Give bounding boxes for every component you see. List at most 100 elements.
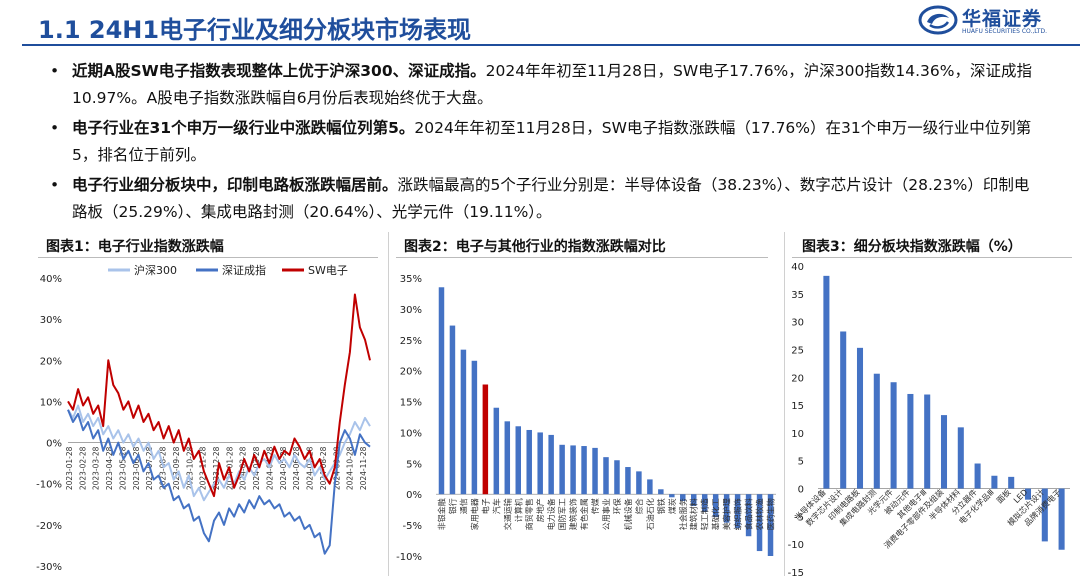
x-tick-label: 2023-04-28 [105,446,114,490]
bullet-bold: 近期A股SW电子指数表现整体上优于沪深300、深证成指。 [72,62,486,80]
x-tick-label: 2024-02-28 [239,446,248,490]
series-line [67,404,371,502]
bar [907,393,914,489]
y-tick-label: 25% [400,336,422,347]
bar [957,427,964,489]
y-tick-label: -10% [36,480,62,491]
x-tick-label: 有色金属 [579,498,589,530]
x-tick-label: 计算机 [513,498,523,522]
bar [712,494,719,518]
x-tick-label: 2023-09-28 [172,446,181,490]
x-tick-label: 医药生物 [766,498,776,530]
x-tick-label: 美容护理 [722,498,732,530]
x-tick-label: 2024-06-28 [292,446,301,490]
bar [625,467,631,495]
bar [482,384,489,495]
bar [701,494,708,512]
x-tick-label: 2024-11-28 [359,446,368,490]
x-tick-label: 社会服务 [678,498,688,530]
x-tick-label: 2024-10-28 [346,446,355,490]
series-line [67,293,371,498]
bullet-bold: 电子行业细分板块中，印制电路板涨跌幅居前。 [72,176,398,194]
y-tick-label: 5 [798,457,804,468]
bar [1008,476,1015,489]
y-tick-label: -20% [36,521,62,532]
bar [974,463,981,489]
y-tick-label: -30% [36,562,62,573]
y-tick-label: 20 [791,373,804,384]
bar [537,432,543,495]
bullet-item: 电子行业细分板块中，印制电路板涨跌幅居前。涨跌幅最高的5个子行业分别是：半导体设… [50,172,1040,226]
x-tick-label: 公用事业 [601,498,611,530]
bar [924,394,931,489]
logo-cn-text: 华福证券 [962,8,1043,30]
bullet-bold: 电子行业在31个申万一级行业中涨跌幅位列第5。 [72,119,415,137]
bar [493,407,500,495]
legend-label: 沪深300 [134,263,177,277]
bar [570,445,576,495]
x-tick-label: 面板 [994,487,1012,505]
bar [669,494,675,498]
bar [991,475,998,489]
figure2-title-rule [396,257,768,258]
x-tick-label: 2023-03-28 [92,446,101,490]
y-tick-label: 35 [791,290,804,301]
bar [614,460,620,495]
y-tick-label: 25 [791,345,804,356]
bar [745,494,752,537]
x-tick-label: 基础化工 [711,498,721,530]
figure3-title-rule [792,257,1072,258]
x-tick-label: 钢铁 [656,498,666,514]
x-tick-label: 建筑材料 [689,498,699,530]
y-tick-label: 0% [406,490,422,501]
x-tick-label: 商贸零售 [524,498,534,530]
y-tick-label: 15% [400,398,422,409]
bar [647,479,653,495]
y-tick-label: -15 [788,568,804,576]
x-tick-label: 2023-06-28 [132,446,141,490]
y-tick-label: 5% [406,459,422,470]
bar [559,444,565,495]
panel-divider [388,232,389,576]
x-tick-label: 国防军工 [557,498,567,530]
bar [460,349,467,495]
bar [471,360,478,495]
summary-bullets: 近期A股SW电子指数表现整体上优于沪深300、深证成指。2024年年初至11月2… [50,58,1040,229]
bar [856,347,864,489]
bullet-text: 涨跌幅最高的5个子行业分别是：半导体设备（38.23%）、数字芯片设计（28.2… [72,176,1030,221]
bar [592,447,598,495]
y-tick-label: 10% [40,397,62,408]
bar [680,494,686,502]
y-tick-label: 40% [40,274,62,285]
header-rule [22,44,1080,46]
x-tick-label: 2023-05-28 [118,446,127,490]
bar [1041,488,1048,542]
x-tick-label: 2023-02-28 [78,446,87,490]
logo-en-text: HUAFU SECURITIES CO.,LTD. [962,28,1048,35]
bar [636,471,642,495]
x-tick-label: 传媒 [590,498,600,514]
x-tick-label: 房地产 [535,498,545,522]
logo-emblem-icon [918,5,958,35]
bar [1058,488,1065,550]
page-title: 1.1 24H1电子行业及细分板块市场表现 [38,16,472,44]
x-tick-label: 汽车 [491,498,501,514]
x-tick-label: 电力设备 [546,498,556,530]
y-tick-label: 20% [40,356,62,367]
bar [515,426,521,495]
bar [691,494,697,506]
y-tick-label: 20% [400,367,422,378]
x-tick-label: 2023-10-28 [185,446,194,490]
y-tick-label: -5 [794,512,804,523]
figure1-title-rule [38,257,378,258]
y-tick-label: -5% [403,521,422,532]
bar [734,494,741,529]
x-tick-label: 银行 [447,498,457,514]
x-tick-label: 2024-04-28 [265,446,274,490]
x-tick-label: 石油石化 [645,498,655,530]
bar [890,382,897,489]
x-tick-label: 农林牧渔 [755,498,765,530]
y-tick-label: 10 [791,429,804,440]
x-tick-label: 机械设备 [623,498,633,530]
figure3-title: 图表3：细分板块指数涨跌幅（%） [802,239,1022,255]
